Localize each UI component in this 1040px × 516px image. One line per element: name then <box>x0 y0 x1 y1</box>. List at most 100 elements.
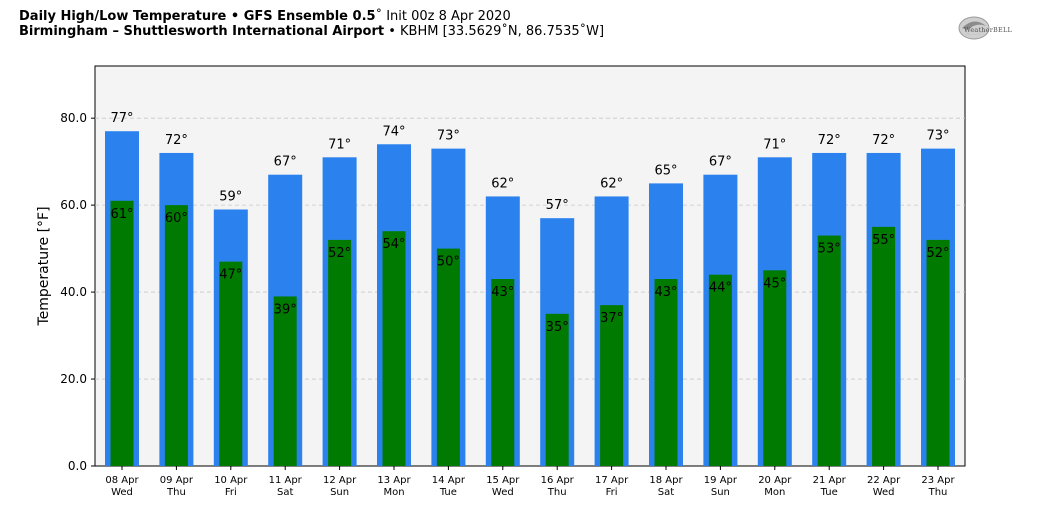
high-temp-label: 72° <box>872 133 895 148</box>
low-temp-label: 61° <box>110 207 133 222</box>
logo-text: WeatherBELL <box>964 26 1012 34</box>
low-temp-bar <box>545 313 569 466</box>
y-axis-label: Temperature [°F] <box>36 206 52 326</box>
x-tick-weekday: Wed <box>111 487 133 498</box>
low-temp-label: 43° <box>491 285 514 300</box>
high-temp-label: 72° <box>818 133 841 148</box>
x-tick-date: 18 Apr <box>649 475 683 486</box>
low-temp-label: 52° <box>926 246 949 261</box>
high-temp-label: 73° <box>926 129 949 144</box>
x-tick-weekday: Thu <box>166 487 186 498</box>
chart-subtitle-location: Birmingham – Shuttlesworth International… <box>19 24 385 39</box>
x-tick-date: 11 Apr <box>269 475 303 486</box>
y-tick-label: 80.0 <box>60 111 87 125</box>
chart-header: Daily High/Low Temperature • GFS Ensembl… <box>19 9 604 39</box>
x-tick-weekday: Wed <box>873 487 895 498</box>
x-tick-date: 15 Apr <box>486 475 520 486</box>
low-temp-label: 52° <box>328 246 351 261</box>
high-temp-label: 73° <box>437 129 460 144</box>
x-tick-date: 08 Apr <box>105 475 139 486</box>
low-temp-bar <box>219 261 243 466</box>
x-tick-date: 16 Apr <box>541 475 575 486</box>
low-temp-bar <box>654 279 678 466</box>
low-temp-bar <box>382 231 406 466</box>
low-temp-label: 47° <box>219 268 242 283</box>
x-tick-date: 19 Apr <box>704 475 738 486</box>
x-tick-weekday: Tue <box>439 487 457 498</box>
high-temp-label: 67° <box>709 155 732 170</box>
x-tick-date: 09 Apr <box>160 475 194 486</box>
x-tick-date: 21 Apr <box>813 475 847 486</box>
y-tick-label: 0.0 <box>68 459 87 473</box>
high-temp-label: 72° <box>165 133 188 148</box>
bar-value-labels: 77° 61° 72° 60° 59° 47° 67° 39° 71° 52° 74° 54° 73° 5… <box>110 111 949 335</box>
high-temp-label: 62° <box>600 176 623 191</box>
low-temp-label: 37° <box>600 311 623 326</box>
low-temp-bar <box>600 305 624 466</box>
chart-title-bold: Daily High/Low Temperature • GFS Ensembl… <box>19 9 376 24</box>
x-tick-date: 20 Apr <box>758 475 792 486</box>
high-temp-label: 67° <box>274 155 297 170</box>
x-tick-weekday: Tue <box>820 487 838 498</box>
x-tick-weekday: Fri <box>225 487 237 498</box>
low-temp-label: 60° <box>165 211 188 226</box>
chart-subtitle: Birmingham – Shuttlesworth International… <box>19 24 604 39</box>
low-temp-bar <box>273 296 297 466</box>
x-tick-weekday: Thu <box>928 487 948 498</box>
low-temp-label: 53° <box>818 242 841 257</box>
y-axis-ticks: 0.0 20.0 40.0 60.0 80.0 <box>60 111 95 473</box>
chart-title: Daily High/Low Temperature • GFS Ensembl… <box>19 9 604 24</box>
low-temp-bar <box>763 270 787 466</box>
low-temp-bar <box>708 274 732 466</box>
x-tick-weekday: Mon <box>383 487 404 498</box>
low-temp-label: 45° <box>763 276 786 291</box>
x-tick-date: 14 Apr <box>432 475 466 486</box>
x-tick-date: 10 Apr <box>214 475 248 486</box>
low-temp-bar <box>110 200 134 467</box>
low-temp-label: 54° <box>382 237 405 252</box>
chart-subtitle-station: • KBHM [33.5629˚N, 86.7535˚W] <box>384 24 605 39</box>
y-tick-label: 60.0 <box>60 198 87 212</box>
y-tick-label: 20.0 <box>60 372 87 386</box>
x-tick-weekday: Thu <box>547 487 567 498</box>
x-tick-weekday: Mon <box>764 487 785 498</box>
chart-title-init: ˚ Init 00z 8 Apr 2020 <box>375 9 511 24</box>
x-tick-date: 22 Apr <box>867 475 901 486</box>
low-temp-bar <box>491 279 515 466</box>
high-temp-label: 77° <box>110 111 133 126</box>
low-temp-label: 39° <box>274 302 297 317</box>
low-temp-label: 35° <box>546 320 569 335</box>
high-temp-label: 62° <box>491 176 514 191</box>
x-tick-date: 17 Apr <box>595 475 629 486</box>
x-tick-date: 23 Apr <box>921 475 955 486</box>
x-tick-date: 13 Apr <box>377 475 411 486</box>
x-tick-weekday: Sat <box>277 487 293 498</box>
low-temp-label: 55° <box>872 233 895 248</box>
x-tick-weekday: Wed <box>492 487 514 498</box>
bar-series <box>105 131 955 467</box>
x-tick-date: 12 Apr <box>323 475 357 486</box>
low-temp-label: 43° <box>654 285 677 300</box>
low-temp-bar <box>926 239 950 466</box>
weatherbell-logo-icon: WeatherBELL <box>958 16 1012 40</box>
x-tick-weekday: Sun <box>711 487 730 498</box>
low-temp-bar <box>872 226 896 466</box>
high-temp-label: 71° <box>763 137 786 152</box>
low-temp-label: 50° <box>437 255 460 270</box>
y-tick-label: 40.0 <box>60 285 87 299</box>
high-temp-label: 71° <box>328 137 351 152</box>
low-temp-label: 44° <box>709 281 732 296</box>
x-tick-weekday: Sun <box>330 487 349 498</box>
high-temp-label: 59° <box>219 189 242 204</box>
low-temp-bar <box>328 239 352 466</box>
low-temp-bar <box>817 235 841 466</box>
high-temp-label: 65° <box>654 163 677 178</box>
high-temp-label: 57° <box>546 198 569 213</box>
x-tick-weekday: Sat <box>658 487 674 498</box>
high-temp-label: 74° <box>382 124 405 139</box>
x-tick-weekday: Fri <box>606 487 618 498</box>
low-temp-bar <box>436 248 460 466</box>
low-temp-bar <box>164 205 188 466</box>
